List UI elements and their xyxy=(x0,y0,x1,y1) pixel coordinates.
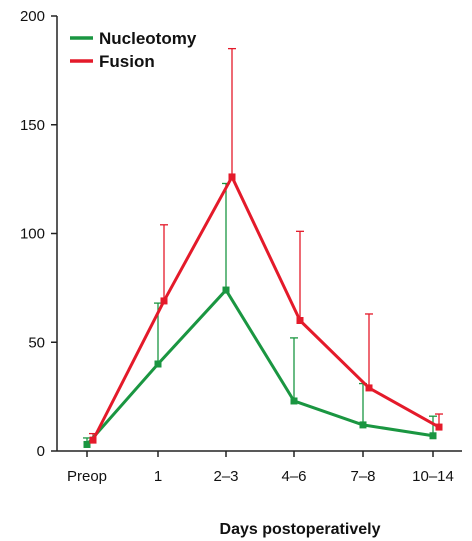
fusion-line xyxy=(91,175,440,441)
y-ticks: 0 50 100 150 200 xyxy=(20,8,57,460)
fusion-point xyxy=(160,297,168,305)
x-tick-label: 7–8 xyxy=(350,468,375,485)
y-tick-label: 50 xyxy=(28,334,45,351)
legend-label-fusion: Fusion xyxy=(99,52,155,71)
nucleotomy-point xyxy=(429,432,437,440)
x-tick-label: 2–3 xyxy=(213,468,238,485)
fusion-point xyxy=(365,384,373,392)
nucleotomy-point xyxy=(359,421,367,429)
x-ticks: Preop 1 2–3 4–6 7–8 10–14 xyxy=(67,451,454,485)
error-bars xyxy=(83,47,443,445)
fusion-point xyxy=(435,423,443,431)
x-tick-label: 10–14 xyxy=(412,468,454,485)
nucleotomy-point xyxy=(290,397,298,405)
series-markers xyxy=(83,173,443,448)
y-tick-label: 100 xyxy=(20,226,45,243)
x-tick-label: 4–6 xyxy=(281,468,306,485)
nucleotomy-point xyxy=(154,360,162,368)
legend: Nucleotomy Fusion xyxy=(70,29,197,71)
nucleotomy-point xyxy=(222,286,230,294)
y-tick-label: 150 xyxy=(20,117,45,134)
x-tick-label: 1 xyxy=(154,468,162,485)
x-tick-label: Preop xyxy=(67,468,107,485)
y-tick-label: 0 xyxy=(37,443,45,460)
y-tick-label: 200 xyxy=(20,8,45,25)
nucleotomy-point xyxy=(83,440,91,448)
x-axis-title: Days postoperatively xyxy=(220,521,381,538)
fusion-point xyxy=(296,317,304,324)
nucleotomy-line xyxy=(85,288,434,446)
legend-label-nucleotomy: Nucleotomy xyxy=(99,29,197,48)
fusion-point xyxy=(89,436,97,444)
fusion-point xyxy=(228,173,236,181)
series-lines xyxy=(85,175,440,446)
